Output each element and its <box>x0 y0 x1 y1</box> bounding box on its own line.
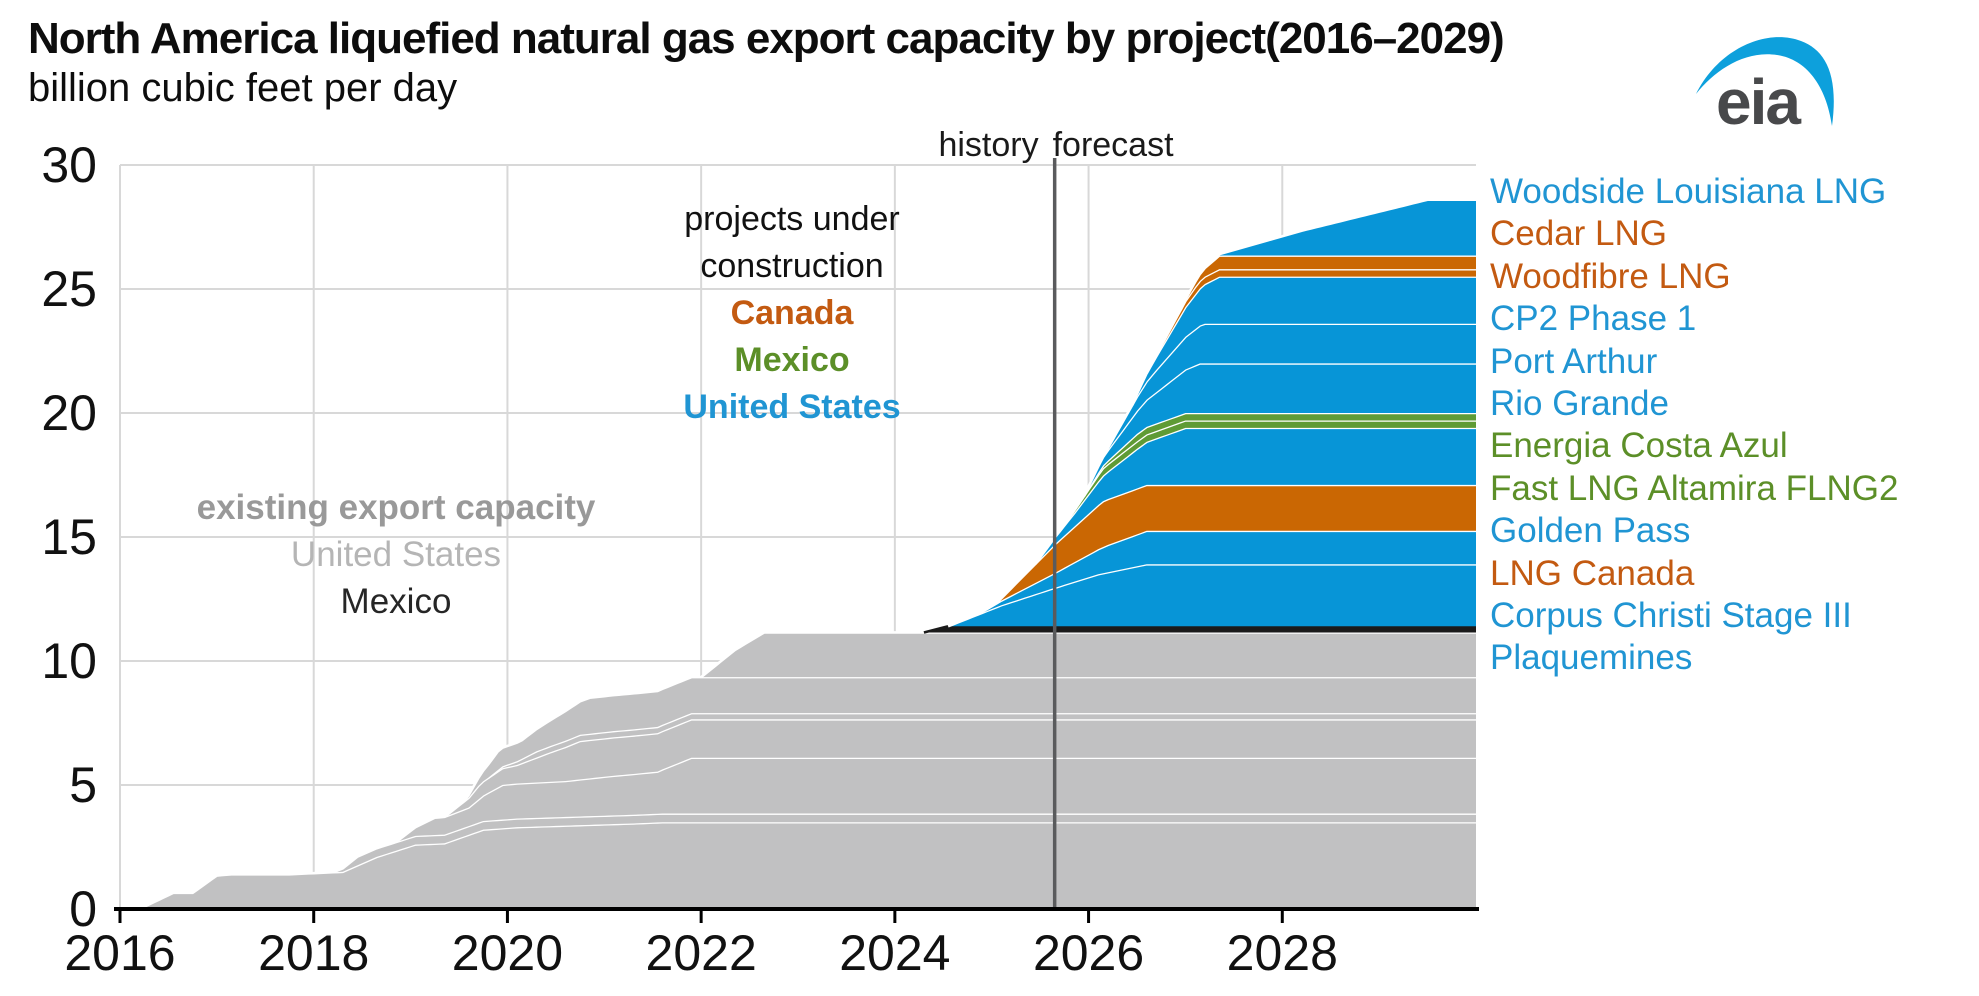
history-label: history <box>938 126 1039 164</box>
legend-item-fast-lng-altamira-flng2: Fast LNG Altamira FLNG2 <box>1490 468 1899 508</box>
legend-item-woodside-louisiana-lng: Woodside Louisiana LNG <box>1490 172 1887 211</box>
construction-canada-label: Canada <box>730 294 854 332</box>
forecast-label: forecast <box>1052 126 1174 164</box>
area-lng-canada <box>120 484 1476 909</box>
area-plaquemines <box>120 564 1476 909</box>
page-subtitle: billion cubic feet per day <box>28 66 458 110</box>
area-existing-united-states-7 <box>120 632 1476 909</box>
projects-under-construction-annotation: projects under construction Canada Mexic… <box>683 196 900 431</box>
existing-title-label: existing export capacity <box>196 488 596 527</box>
eia-logo-text: eia <box>1716 66 1801 130</box>
area-existing-united-states-3 <box>120 757 1476 909</box>
eia-logo: eia <box>1693 26 1843 138</box>
y-tick-label-25: 25 <box>41 261 97 317</box>
existing-mexico-label: Mexico <box>340 582 452 621</box>
x-tick-label-2020: 2020 <box>451 925 564 981</box>
x-tick-label-2016: 2016 <box>64 925 176 981</box>
legend-item-energia-costa-azul: Energia Costa Azul <box>1490 426 1788 466</box>
legend-item-cp2-phase-1: CP2 Phase 1 <box>1490 299 1697 339</box>
y-tick-label-5: 5 <box>69 757 97 813</box>
existing-us-label: United States <box>290 535 502 574</box>
area-existing-united-states-1 <box>120 822 1476 909</box>
legend-item-cedar-lng: Cedar LNG <box>1490 214 1668 254</box>
area-existing-united-states-6 <box>120 677 1476 909</box>
x-tick-label-2028: 2028 <box>1226 925 1338 981</box>
legend-item-golden-pass: Golden Pass <box>1490 511 1691 551</box>
construction-line1: projects under <box>684 200 900 238</box>
x-tick-label-2024: 2024 <box>839 925 951 981</box>
y-tick-label-20: 20 <box>41 385 97 441</box>
area-existing-united-states-4 <box>120 719 1476 909</box>
area-existing-united-states-2 <box>120 813 1476 909</box>
legend-item-lng-canada: LNG Canada <box>1490 553 1695 593</box>
y-tick-label-30: 30 <box>41 137 97 193</box>
legend-item-corpus-christi-stage-iii: Corpus Christi Stage III <box>1490 596 1852 635</box>
construction-mexico-label: Mexico <box>734 341 850 379</box>
history-forecast-label: history forecast <box>938 126 1173 165</box>
area-golden-pass <box>120 427 1476 909</box>
legend-item-rio-grande: Rio Grande <box>1490 384 1669 423</box>
y-tick-label-15: 15 <box>41 509 97 565</box>
x-tick-label-2026: 2026 <box>1032 925 1145 981</box>
area-top-separator <box>1213 198 1476 261</box>
y-tick-label-10: 10 <box>41 633 97 689</box>
legend-item-port-arthur: Port Arthur <box>1490 341 1658 381</box>
page-title: North America liquefied natural gas expo… <box>28 14 1505 63</box>
x-tick-label-2022: 2022 <box>645 925 757 981</box>
legend-item-plaquemines: Plaquemines <box>1490 638 1693 678</box>
construction-us-label: United States <box>683 388 901 426</box>
y-tick-label-0: 0 <box>69 881 97 937</box>
legend-item-woodfibre-lng: Woodfibre LNG <box>1490 256 1731 296</box>
existing-capacity-annotation: existing export capacity United States M… <box>197 484 596 625</box>
construction-line2: construction <box>700 247 884 285</box>
x-tick-label-2018: 2018 <box>258 925 370 981</box>
eia-logo-swoosh-icon: eia <box>1696 37 1834 138</box>
